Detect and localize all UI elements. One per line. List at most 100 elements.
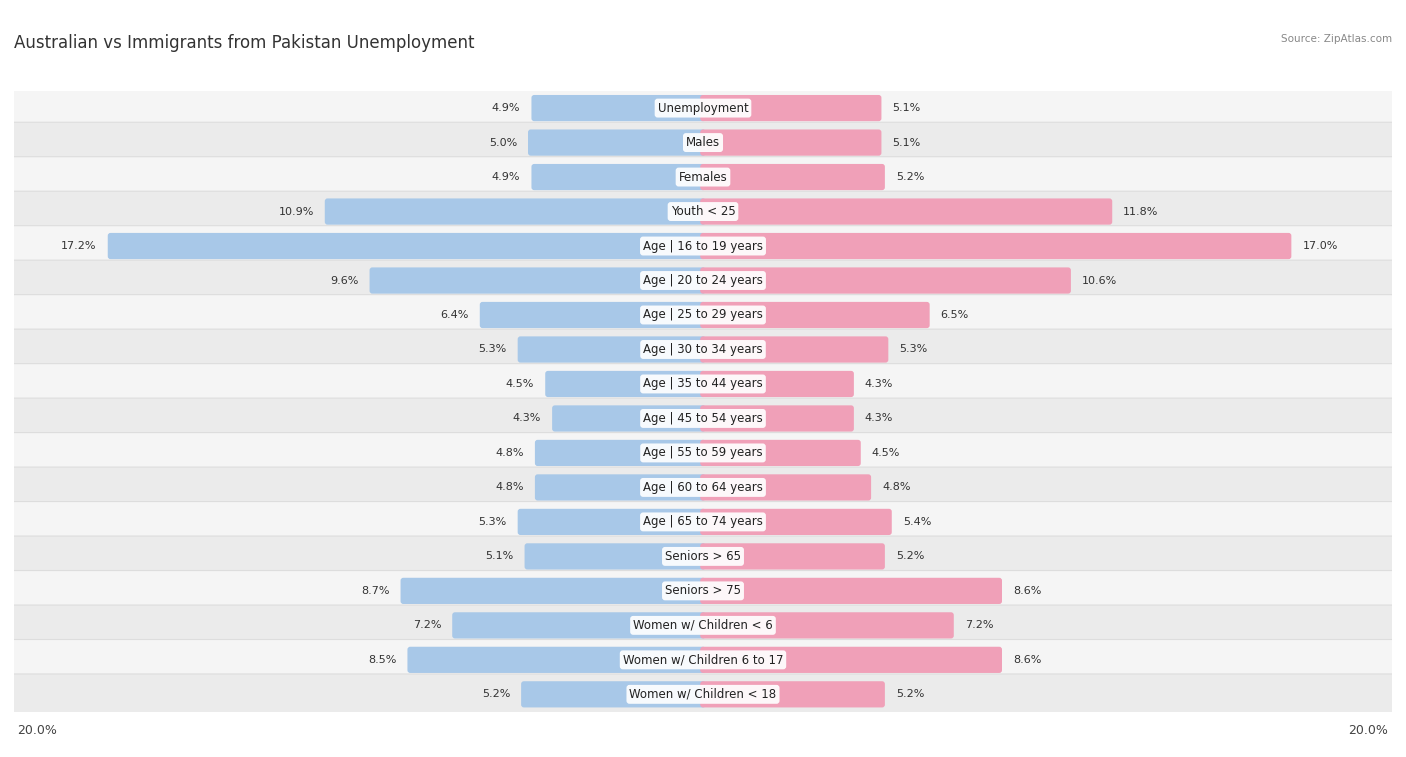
FancyBboxPatch shape <box>479 302 706 328</box>
Text: 20.0%: 20.0% <box>1348 724 1389 737</box>
Text: Seniors > 75: Seniors > 75 <box>665 584 741 597</box>
Text: 4.3%: 4.3% <box>513 413 541 423</box>
Text: Age | 65 to 74 years: Age | 65 to 74 years <box>643 516 763 528</box>
Text: 8.5%: 8.5% <box>368 655 396 665</box>
Text: 5.3%: 5.3% <box>478 344 506 354</box>
FancyBboxPatch shape <box>8 605 1398 646</box>
FancyBboxPatch shape <box>553 405 706 431</box>
FancyBboxPatch shape <box>517 509 706 535</box>
FancyBboxPatch shape <box>700 336 889 363</box>
FancyBboxPatch shape <box>8 294 1398 335</box>
FancyBboxPatch shape <box>8 260 1398 301</box>
Text: 4.5%: 4.5% <box>872 448 900 458</box>
Text: 5.1%: 5.1% <box>893 138 921 148</box>
Text: 5.1%: 5.1% <box>893 103 921 113</box>
Text: 8.6%: 8.6% <box>1012 586 1042 596</box>
Text: Males: Males <box>686 136 720 149</box>
Text: 4.8%: 4.8% <box>495 482 524 492</box>
FancyBboxPatch shape <box>700 267 1071 294</box>
FancyBboxPatch shape <box>524 544 706 569</box>
Text: Youth < 25: Youth < 25 <box>671 205 735 218</box>
Text: 17.2%: 17.2% <box>62 241 97 251</box>
Text: Age | 45 to 54 years: Age | 45 to 54 years <box>643 412 763 425</box>
Text: 11.8%: 11.8% <box>1123 207 1159 217</box>
Text: Age | 16 to 19 years: Age | 16 to 19 years <box>643 239 763 253</box>
Text: 6.4%: 6.4% <box>440 310 468 320</box>
FancyBboxPatch shape <box>517 336 706 363</box>
FancyBboxPatch shape <box>8 502 1398 542</box>
Text: 9.6%: 9.6% <box>330 276 359 285</box>
FancyBboxPatch shape <box>700 164 884 190</box>
Text: 4.8%: 4.8% <box>882 482 911 492</box>
FancyBboxPatch shape <box>700 544 884 569</box>
Text: Age | 25 to 29 years: Age | 25 to 29 years <box>643 309 763 322</box>
Text: 5.2%: 5.2% <box>482 690 510 699</box>
Text: 5.4%: 5.4% <box>903 517 931 527</box>
Text: 4.3%: 4.3% <box>865 413 893 423</box>
FancyBboxPatch shape <box>700 646 1002 673</box>
FancyBboxPatch shape <box>453 612 706 638</box>
FancyBboxPatch shape <box>108 233 706 259</box>
Text: 8.7%: 8.7% <box>361 586 389 596</box>
FancyBboxPatch shape <box>8 398 1398 439</box>
Text: Females: Females <box>679 170 727 183</box>
FancyBboxPatch shape <box>546 371 706 397</box>
Text: 8.6%: 8.6% <box>1012 655 1042 665</box>
Text: Age | 55 to 59 years: Age | 55 to 59 years <box>643 447 763 459</box>
FancyBboxPatch shape <box>8 536 1398 577</box>
Text: 4.5%: 4.5% <box>506 379 534 389</box>
Text: 4.3%: 4.3% <box>865 379 893 389</box>
FancyBboxPatch shape <box>700 612 953 638</box>
FancyBboxPatch shape <box>8 432 1398 473</box>
Text: 10.9%: 10.9% <box>278 207 314 217</box>
FancyBboxPatch shape <box>700 95 882 121</box>
Text: Age | 30 to 34 years: Age | 30 to 34 years <box>643 343 763 356</box>
FancyBboxPatch shape <box>531 164 706 190</box>
FancyBboxPatch shape <box>8 226 1398 266</box>
FancyBboxPatch shape <box>531 95 706 121</box>
Text: Australian vs Immigrants from Pakistan Unemployment: Australian vs Immigrants from Pakistan U… <box>14 34 475 52</box>
Text: 10.6%: 10.6% <box>1083 276 1118 285</box>
FancyBboxPatch shape <box>8 157 1398 198</box>
FancyBboxPatch shape <box>408 646 706 673</box>
FancyBboxPatch shape <box>534 475 706 500</box>
FancyBboxPatch shape <box>8 467 1398 508</box>
Text: 5.2%: 5.2% <box>896 551 924 562</box>
FancyBboxPatch shape <box>8 192 1398 232</box>
FancyBboxPatch shape <box>370 267 706 294</box>
FancyBboxPatch shape <box>8 88 1398 129</box>
Text: 7.2%: 7.2% <box>413 621 441 631</box>
FancyBboxPatch shape <box>534 440 706 466</box>
Text: 17.0%: 17.0% <box>1302 241 1337 251</box>
FancyBboxPatch shape <box>700 302 929 328</box>
FancyBboxPatch shape <box>700 509 891 535</box>
FancyBboxPatch shape <box>522 681 706 708</box>
Text: 4.8%: 4.8% <box>495 448 524 458</box>
Text: 5.3%: 5.3% <box>900 344 928 354</box>
Text: 5.1%: 5.1% <box>485 551 513 562</box>
Text: Age | 35 to 44 years: Age | 35 to 44 years <box>643 378 763 391</box>
FancyBboxPatch shape <box>700 198 1112 225</box>
FancyBboxPatch shape <box>700 440 860 466</box>
FancyBboxPatch shape <box>700 578 1002 604</box>
Text: Age | 60 to 64 years: Age | 60 to 64 years <box>643 481 763 494</box>
Text: 4.9%: 4.9% <box>492 103 520 113</box>
FancyBboxPatch shape <box>8 640 1398 681</box>
Text: Women w/ Children < 6: Women w/ Children < 6 <box>633 619 773 632</box>
FancyBboxPatch shape <box>8 329 1398 370</box>
Text: 20.0%: 20.0% <box>17 724 58 737</box>
Text: 4.9%: 4.9% <box>492 172 520 182</box>
FancyBboxPatch shape <box>401 578 706 604</box>
Text: 6.5%: 6.5% <box>941 310 969 320</box>
Text: Women w/ Children 6 to 17: Women w/ Children 6 to 17 <box>623 653 783 666</box>
FancyBboxPatch shape <box>700 371 853 397</box>
FancyBboxPatch shape <box>325 198 706 225</box>
FancyBboxPatch shape <box>8 674 1398 715</box>
FancyBboxPatch shape <box>529 129 706 156</box>
Text: Seniors > 65: Seniors > 65 <box>665 550 741 563</box>
Text: Women w/ Children < 18: Women w/ Children < 18 <box>630 688 776 701</box>
Text: 5.2%: 5.2% <box>896 690 924 699</box>
Text: 5.0%: 5.0% <box>489 138 517 148</box>
Text: Source: ZipAtlas.com: Source: ZipAtlas.com <box>1281 34 1392 44</box>
FancyBboxPatch shape <box>700 129 882 156</box>
